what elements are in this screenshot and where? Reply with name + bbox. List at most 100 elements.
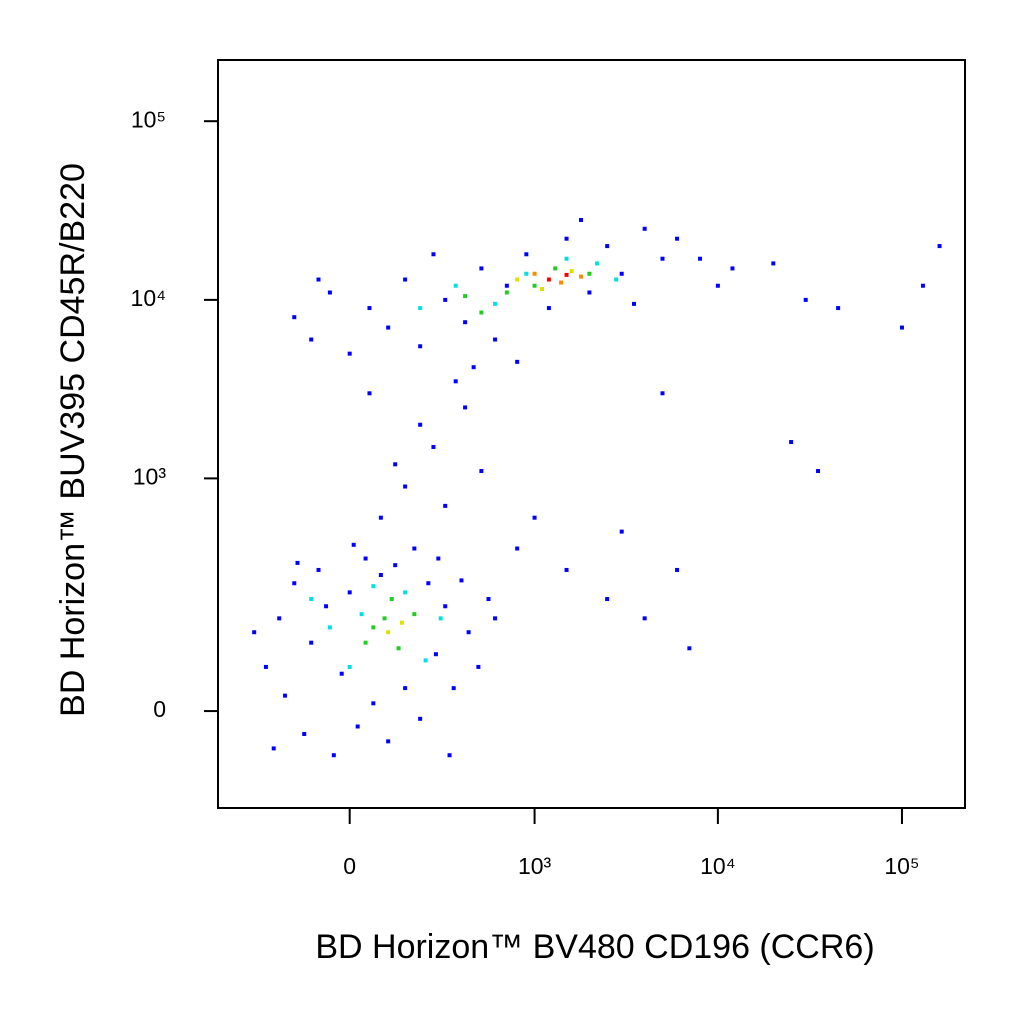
event-dot bbox=[463, 294, 468, 299]
event-dot bbox=[393, 462, 398, 467]
x-axis-title: BD Horizon™ BV480 CD196 (CCR6) bbox=[315, 928, 874, 966]
event-dot bbox=[632, 301, 637, 306]
event-dot bbox=[386, 325, 391, 330]
event-dot bbox=[324, 604, 329, 609]
x-tick-label: 10⁴ bbox=[700, 853, 735, 879]
event-dot bbox=[594, 261, 599, 266]
event-dot bbox=[479, 469, 484, 474]
event-dot bbox=[466, 630, 471, 635]
event-dot bbox=[532, 283, 537, 288]
event-dot bbox=[347, 351, 352, 356]
event-dot bbox=[316, 277, 321, 282]
event-dot bbox=[614, 277, 619, 282]
event-dot bbox=[263, 664, 268, 669]
event-dot bbox=[564, 236, 569, 241]
event-dot bbox=[371, 625, 376, 630]
event-dot bbox=[359, 612, 364, 617]
event-dot bbox=[403, 484, 408, 489]
event-dot bbox=[443, 604, 448, 609]
event-dot bbox=[463, 320, 468, 325]
event-dot bbox=[418, 422, 423, 427]
event-dot bbox=[443, 297, 448, 302]
event-dot bbox=[619, 271, 624, 276]
event-dot bbox=[698, 256, 703, 261]
event-dot bbox=[605, 244, 610, 249]
event-dot bbox=[403, 590, 408, 595]
event-dot bbox=[816, 469, 821, 474]
event-dot bbox=[459, 578, 464, 583]
event-dot bbox=[447, 753, 452, 758]
event-dot bbox=[339, 671, 344, 676]
event-dot bbox=[403, 277, 408, 282]
y-axis-title: BD Horizon™ BUV395 CD45R/B220 bbox=[54, 163, 92, 717]
y-tick-label: 10⁴ bbox=[131, 285, 166, 311]
event-dot bbox=[479, 310, 484, 315]
event-dot bbox=[564, 567, 569, 572]
event-dot bbox=[386, 630, 391, 635]
event-dot bbox=[504, 283, 509, 288]
event-dot bbox=[438, 616, 443, 621]
event-dot bbox=[426, 581, 431, 586]
event-dot bbox=[559, 280, 564, 285]
x-tick-label: 0 bbox=[343, 853, 356, 879]
event-dot bbox=[515, 277, 520, 282]
event-dot bbox=[920, 283, 925, 288]
event-dot bbox=[642, 616, 647, 621]
event-dot bbox=[399, 620, 404, 625]
event-dot bbox=[371, 584, 376, 589]
event-dot bbox=[476, 664, 481, 669]
event-dot bbox=[579, 217, 584, 222]
event-dot bbox=[436, 556, 441, 561]
event-dot bbox=[899, 325, 904, 330]
event-dot bbox=[715, 283, 720, 288]
event-dot bbox=[283, 693, 288, 698]
event-dot bbox=[389, 597, 394, 602]
event-dot bbox=[587, 271, 592, 276]
event-dot bbox=[316, 567, 321, 572]
event-dot bbox=[687, 646, 692, 651]
event-dot bbox=[355, 724, 360, 729]
event-dot bbox=[564, 272, 569, 277]
event-dot bbox=[493, 337, 498, 342]
event-dot bbox=[347, 664, 352, 669]
y-tick-label: 0 bbox=[153, 696, 166, 722]
event-dot bbox=[396, 646, 401, 651]
event-dot bbox=[587, 290, 592, 295]
event-dot bbox=[393, 563, 398, 568]
event-dot bbox=[378, 515, 383, 520]
event-dot bbox=[371, 701, 376, 706]
event-dot bbox=[803, 297, 808, 302]
event-dot bbox=[504, 290, 509, 295]
event-dot bbox=[418, 306, 423, 311]
event-dot bbox=[660, 256, 665, 261]
event-dot bbox=[540, 287, 545, 292]
event-dot bbox=[363, 556, 368, 561]
event-dot bbox=[524, 271, 529, 276]
event-dot bbox=[546, 306, 551, 311]
event-dot bbox=[443, 503, 448, 508]
event-dot bbox=[486, 597, 491, 602]
event-dot bbox=[367, 306, 372, 311]
event-dot bbox=[351, 542, 356, 547]
event-dot bbox=[515, 359, 520, 364]
event-dot bbox=[347, 590, 352, 595]
event-dot bbox=[252, 630, 257, 635]
event-dot bbox=[295, 560, 300, 565]
event-dot bbox=[553, 266, 558, 271]
event-dot bbox=[515, 546, 520, 551]
event-dot bbox=[453, 379, 458, 384]
y-tick-label: 10⁵ bbox=[131, 106, 166, 132]
event-dot bbox=[363, 640, 368, 645]
x-tick-label: 10³ bbox=[518, 853, 552, 879]
event-dot bbox=[564, 256, 569, 261]
event-dot bbox=[292, 581, 297, 586]
event-dot bbox=[789, 440, 794, 445]
event-dot bbox=[453, 283, 458, 288]
event-dot bbox=[412, 612, 417, 617]
plot-frame bbox=[217, 59, 966, 809]
event-dot bbox=[431, 252, 436, 257]
event-dot bbox=[836, 306, 841, 311]
event-dot bbox=[423, 658, 428, 663]
event-dot bbox=[309, 597, 314, 602]
